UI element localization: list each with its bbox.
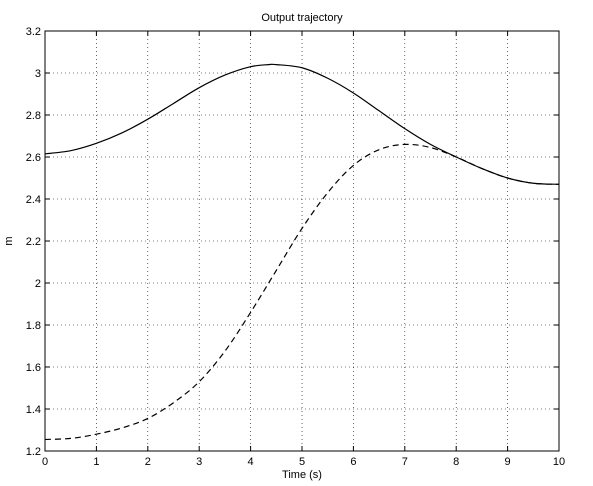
y-tick-label: 2.8 xyxy=(26,110,41,122)
x-tick-label: 1 xyxy=(93,456,99,468)
y-tick-label: 2.2 xyxy=(26,236,41,248)
y-tick-label: 1.6 xyxy=(26,362,41,374)
y-tick-label: 3.2 xyxy=(26,26,41,38)
chart-title: Output trajectory xyxy=(261,12,343,24)
grid-lines xyxy=(45,31,559,451)
x-axis-label: Time (s) xyxy=(282,469,322,481)
x-tick-label: 7 xyxy=(402,456,408,468)
y-tick-label: 2.4 xyxy=(26,194,41,206)
y-tick-label: 1.8 xyxy=(26,320,41,332)
x-tick-label: 8 xyxy=(453,456,459,468)
x-tick-label: 10 xyxy=(553,456,565,468)
y-tick-label: 3 xyxy=(35,68,41,80)
series-line-solid xyxy=(44,63,560,185)
axis-ticks: 0 1 2 3 4 5 6 7 8 9 10 1.2 1.4 1.6 1.8 2 2.2 2.4 2.6 2.8 3 3.… xyxy=(26,26,565,468)
y-tick-label: 1.2 xyxy=(26,446,41,458)
x-tick-label: 4 xyxy=(248,456,254,468)
series-lines xyxy=(44,63,560,441)
x-tick-label: 6 xyxy=(350,456,356,468)
y-tick-label: 2 xyxy=(35,278,41,290)
x-tick-label: 2 xyxy=(145,456,151,468)
x-tick-label: 5 xyxy=(299,456,305,468)
series-line-dashed xyxy=(44,143,560,441)
y-tick-label: 1.4 xyxy=(26,404,41,416)
x-tick-label: 3 xyxy=(196,456,202,468)
x-tick-label: 0 xyxy=(42,456,48,468)
y-axis-label: m xyxy=(3,236,15,245)
y-tick-label: 2.6 xyxy=(26,152,41,164)
x-tick-label: 9 xyxy=(505,456,511,468)
